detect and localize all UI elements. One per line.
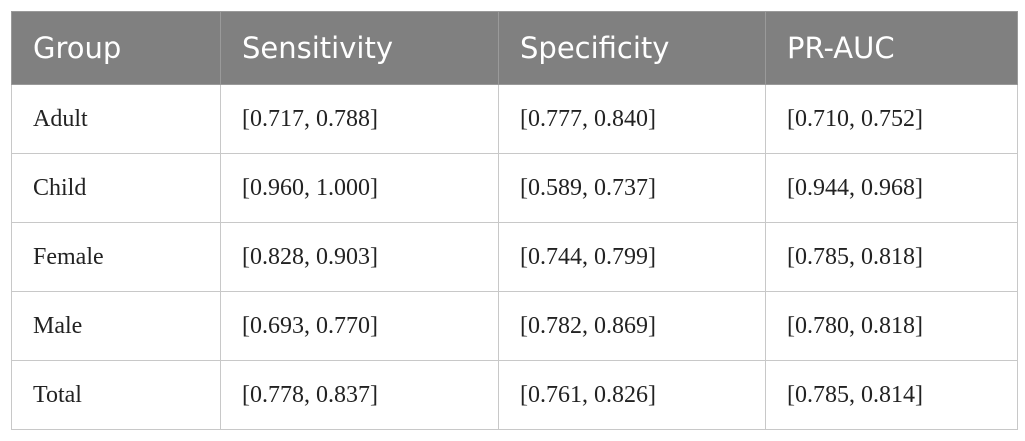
header-cell: Sensitivity [220, 11, 499, 85]
interval-cell: [0.717, 0.788] [220, 84, 499, 154]
interval-cell: [0.778, 0.837] [220, 360, 499, 430]
results-table: Group Sensitivity Specificity PR-AUC Adult[… [11, 11, 1018, 430]
interval-cell: [0.589, 0.737] [498, 153, 766, 223]
table-wrapper: Group Sensitivity Specificity PR-AUC Adult[… [11, 11, 1018, 430]
group-cell: Adult [11, 84, 221, 154]
header-cell: Specificity [498, 11, 766, 85]
table-row: Female [0.828, 0.903] [0.744, 0.799] [0.785… [11, 222, 1018, 292]
interval-cell: [0.777, 0.840] [498, 84, 766, 154]
table-row: Total [0.778, 0.837] [0.761, 0.826] [0.785,… [11, 360, 1018, 430]
interval-cell: [0.710, 0.752] [765, 84, 1018, 154]
table-row: Child [0.960, 1.000] [0.589, 0.737] [0.944,… [11, 153, 1018, 223]
interval-cell: [0.785, 0.814] [765, 360, 1018, 430]
table-row: Male [0.693, 0.770] [0.782, 0.869] [0.780, … [11, 291, 1018, 361]
group-cell: Child [11, 153, 221, 223]
interval-cell: [0.960, 1.000] [220, 153, 499, 223]
table-body: Adult [0.717, 0.788] [0.777, 0.840] [0.710,… [11, 84, 1018, 430]
interval-cell: [0.828, 0.903] [220, 222, 499, 292]
interval-cell: [0.782, 0.869] [498, 291, 766, 361]
table-row: Adult [0.717, 0.788] [0.777, 0.840] [0.710,… [11, 84, 1018, 154]
interval-cell: [0.944, 0.968] [765, 153, 1018, 223]
group-cell: Female [11, 222, 221, 292]
interval-cell: [0.693, 0.770] [220, 291, 499, 361]
header-row: Group Sensitivity Specificity PR-AUC [11, 11, 1018, 85]
interval-cell: [0.785, 0.818] [765, 222, 1018, 292]
header-cell: PR-AUC [765, 11, 1018, 85]
header-cell: Group [11, 11, 221, 85]
interval-cell: [0.780, 0.818] [765, 291, 1018, 361]
group-cell: Total [11, 360, 221, 430]
group-cell: Male [11, 291, 221, 361]
interval-cell: [0.761, 0.826] [498, 360, 766, 430]
interval-cell: [0.744, 0.799] [498, 222, 766, 292]
